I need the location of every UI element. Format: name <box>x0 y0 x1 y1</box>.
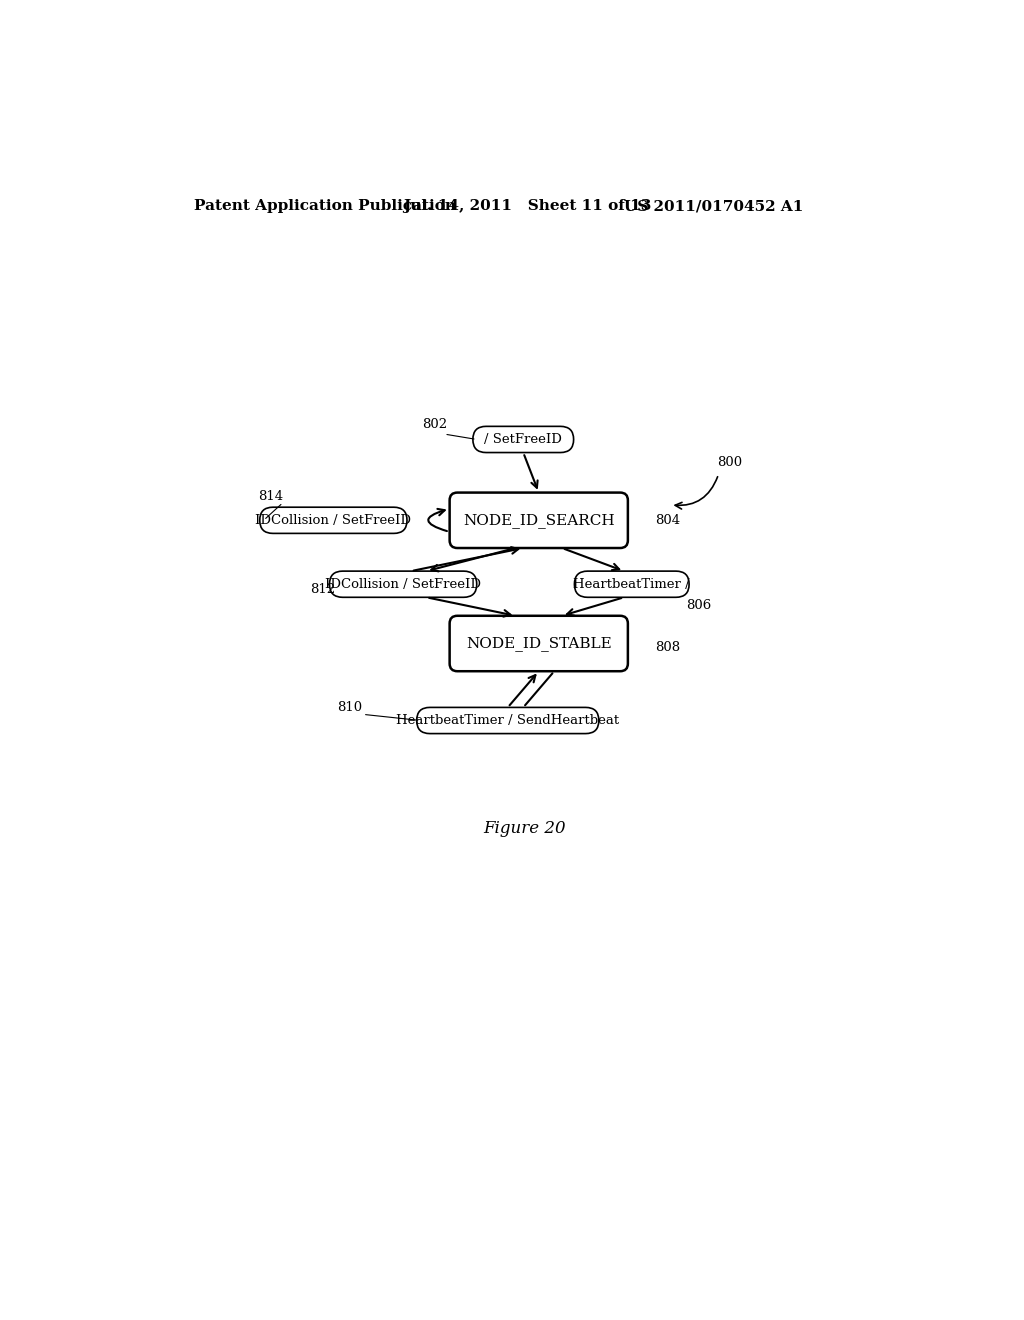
FancyBboxPatch shape <box>260 507 407 533</box>
Text: Figure 20: Figure 20 <box>483 820 566 837</box>
Text: HeartbeatTimer /: HeartbeatTimer / <box>573 578 690 591</box>
Text: IDCollision / SetFreeID: IDCollision / SetFreeID <box>326 578 481 591</box>
Text: HeartbeatTimer / SendHeartbeat: HeartbeatTimer / SendHeartbeat <box>396 714 620 727</box>
Text: 810: 810 <box>337 701 362 714</box>
Text: 808: 808 <box>655 642 680 655</box>
Text: 814: 814 <box>258 490 284 503</box>
Text: 800: 800 <box>717 457 742 470</box>
Text: 812: 812 <box>310 583 335 597</box>
Text: NODE_ID_SEARCH: NODE_ID_SEARCH <box>463 513 614 528</box>
FancyBboxPatch shape <box>473 426 573 453</box>
Text: 806: 806 <box>686 599 712 612</box>
Text: IDCollision / SetFreeID: IDCollision / SetFreeID <box>255 513 412 527</box>
FancyBboxPatch shape <box>417 708 599 734</box>
FancyBboxPatch shape <box>330 572 477 597</box>
Text: Patent Application Publication: Patent Application Publication <box>194 199 456 213</box>
Text: 804: 804 <box>655 515 680 527</box>
Text: US 2011/0170452 A1: US 2011/0170452 A1 <box>624 199 804 213</box>
FancyBboxPatch shape <box>450 492 628 548</box>
FancyBboxPatch shape <box>450 615 628 671</box>
FancyBboxPatch shape <box>574 572 689 597</box>
Text: Jul. 14, 2011   Sheet 11 of 13: Jul. 14, 2011 Sheet 11 of 13 <box>403 199 651 213</box>
Text: / SetFreeID: / SetFreeID <box>484 433 562 446</box>
Text: 802: 802 <box>423 418 447 430</box>
Text: NODE_ID_STABLE: NODE_ID_STABLE <box>466 636 611 651</box>
